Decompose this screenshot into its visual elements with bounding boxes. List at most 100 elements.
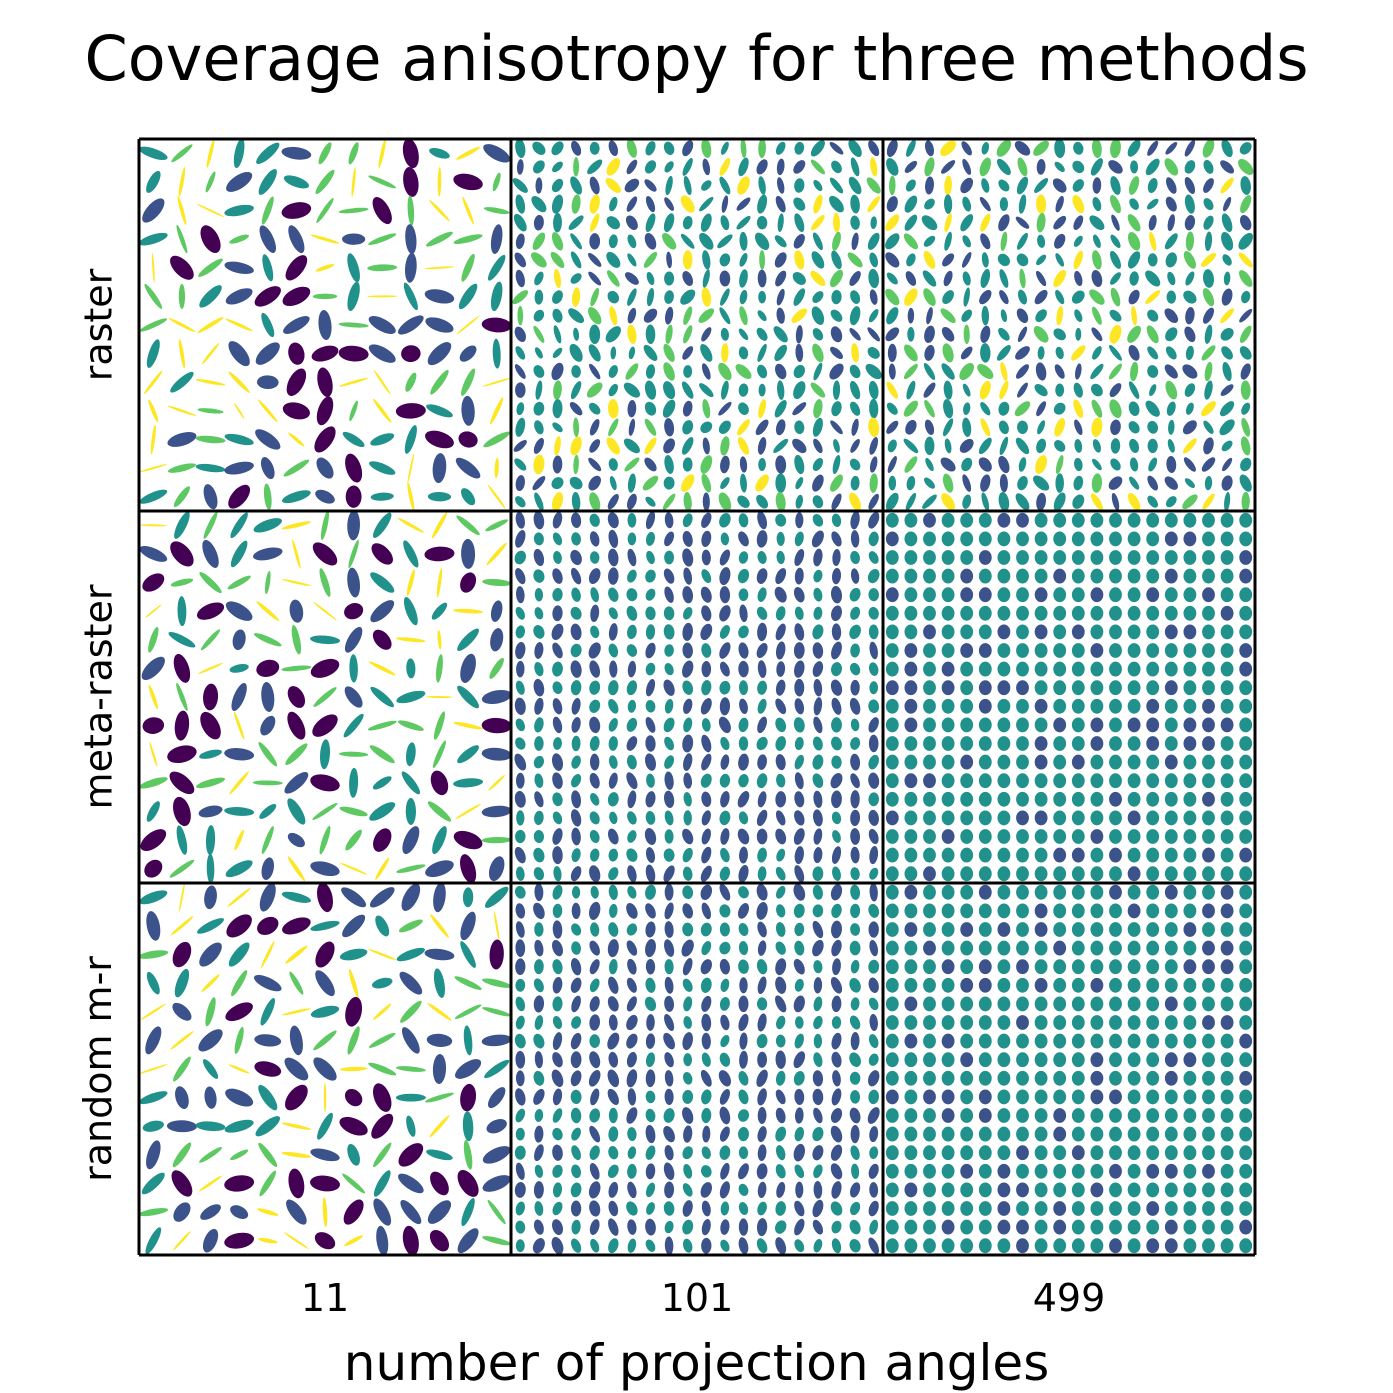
ellipse-mark [923,1033,936,1049]
ellipse-mark [923,922,936,937]
ellipse-mark [608,959,618,975]
ellipse-mark [312,542,338,566]
ellipse-mark [401,883,421,911]
ellipse-mark [1109,680,1122,696]
ellipse-mark [794,420,805,435]
ellipse-mark [1071,884,1085,900]
ellipse-mark [287,832,305,848]
ellipse-mark [756,809,768,827]
ellipse-mark [700,1165,712,1178]
ellipse-mark [793,642,805,659]
ellipse-mark [552,920,563,939]
ellipse-mark [960,829,974,844]
ellipse-mark [700,773,712,788]
ellipse-mark [793,1051,806,1069]
ellipse-mark [960,512,974,528]
ellipse-mark [1034,1145,1048,1161]
ellipse-mark [1166,290,1177,304]
ellipse-mark [812,328,824,341]
ellipse-mark [257,916,279,935]
ellipse-mark [1053,1163,1067,1179]
ellipse-mark [534,1125,544,1143]
ellipse-mark [552,587,563,602]
ellipse-mark [758,290,767,304]
ellipse-mark [795,1181,804,1199]
ellipse-mark [904,643,918,658]
ellipse-mark [285,743,308,766]
ellipse-mark [292,539,301,569]
ellipse-mark [1164,531,1178,547]
ellipse-mark [1202,307,1215,324]
ellipse-mark [608,398,619,419]
ellipse-mark [868,268,880,289]
ellipse-mark [397,720,424,731]
ellipse-mark [257,1208,279,1216]
ellipse-mark [255,429,281,450]
ellipse-mark [738,717,749,733]
ellipse-mark [1240,195,1252,214]
ellipse-mark [794,531,804,547]
ellipse-mark [607,512,619,529]
ellipse-mark [943,399,954,419]
ellipse-mark [338,322,369,328]
ellipse-mark [1146,1219,1160,1235]
ellipse-mark [533,978,544,993]
ellipse-mark [606,158,621,176]
ellipse-mark [850,401,861,416]
ellipse-mark [378,138,386,168]
ellipse-mark [1016,884,1029,900]
ellipse-mark [980,418,991,437]
ellipse-mark [432,826,447,855]
ellipse-mark [794,678,805,697]
ellipse-mark [626,736,638,751]
ellipse-mark [606,216,620,230]
ellipse-mark [1239,922,1253,937]
ellipse-mark [850,959,860,974]
ellipse-mark [1129,271,1139,286]
ellipse-mark [1164,624,1178,640]
ellipse-mark [775,1089,786,1105]
ellipse-mark [283,175,309,189]
ellipse-mark [997,550,1011,565]
ellipse-mark [1053,1201,1067,1216]
ellipse-mark [720,847,730,863]
ellipse-mark [682,903,693,919]
ellipse-mark [869,289,878,305]
ellipse-mark [1090,643,1104,658]
ellipse-mark [1239,605,1253,621]
ellipse-mark [700,884,713,901]
ellipse-mark [1127,492,1141,511]
ellipse-mark [831,717,842,733]
ellipse-mark [756,1069,768,1087]
ellipse-mark [1071,661,1085,677]
ellipse-mark [682,1146,693,1160]
ellipse-mark [373,828,392,852]
ellipse-mark [1034,754,1048,770]
ellipse-mark [370,492,394,501]
ellipse-mark [140,829,167,852]
ellipse-mark [1034,717,1048,733]
ellipse-mark [664,271,675,286]
ellipse-mark [552,716,563,734]
ellipse-mark [961,141,972,156]
ellipse-mark [941,493,955,511]
ellipse-mark [437,166,442,197]
ellipse-mark [1035,455,1048,474]
ellipse-mark [515,772,525,789]
ellipse-mark [701,791,712,808]
ellipse-mark [1220,1201,1234,1216]
ellipse-mark [923,1219,936,1235]
ellipse-mark [1090,493,1103,511]
ellipse-mark [255,1116,281,1137]
ellipse-mark [570,1051,582,1069]
ellipse-mark [1016,624,1029,640]
ellipse-mark [1220,847,1234,863]
ellipse-mark [224,461,254,475]
ellipse-mark [1071,290,1085,304]
ellipse-mark [373,1198,392,1226]
ellipse-mark [312,714,338,737]
ellipse-mark [176,224,188,254]
ellipse-mark [831,846,842,864]
ellipse-mark [776,661,786,677]
ellipse-mark [370,600,395,623]
